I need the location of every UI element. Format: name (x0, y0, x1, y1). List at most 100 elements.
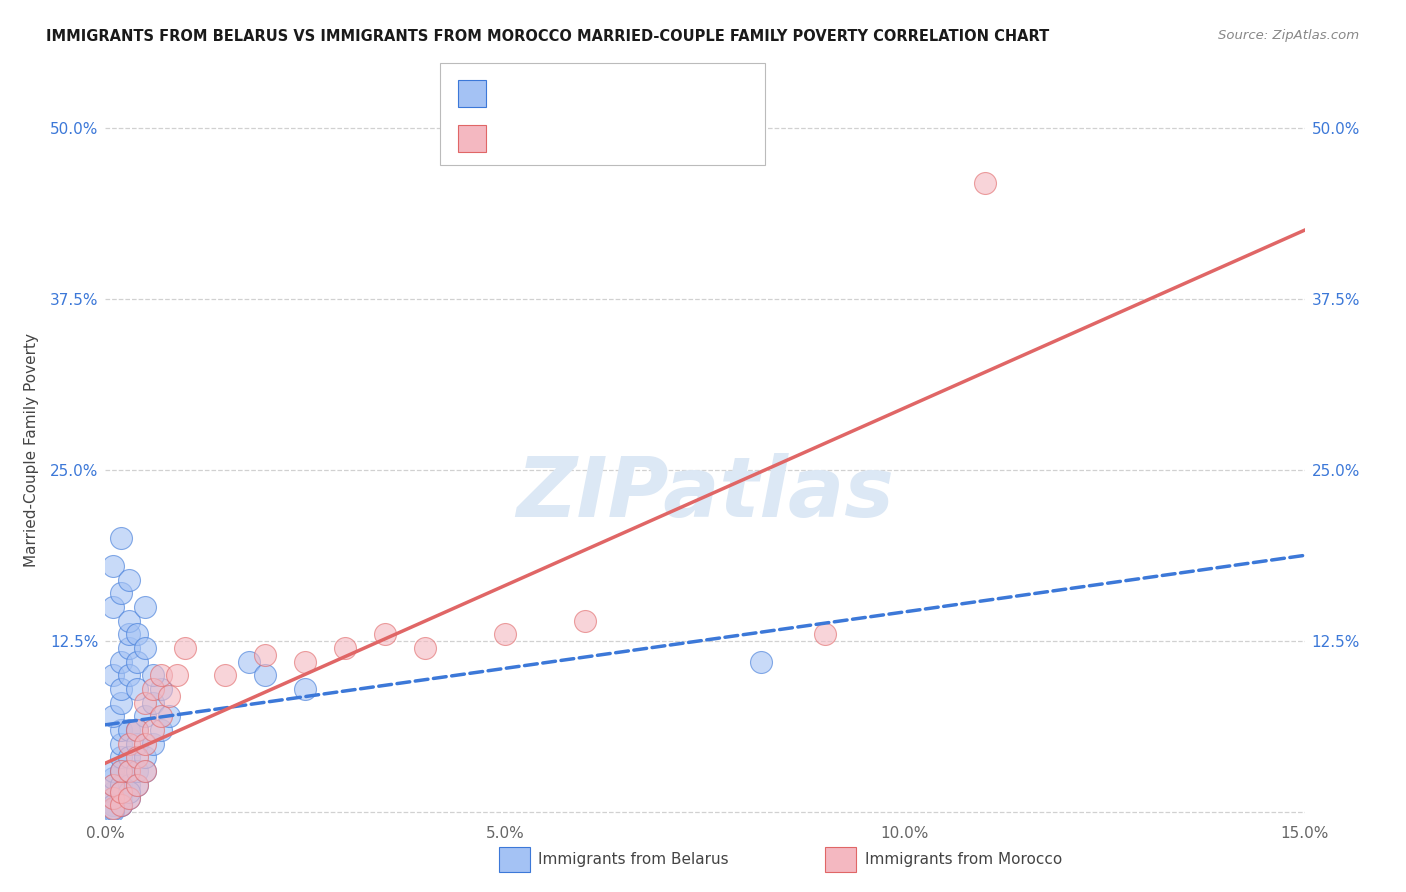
Point (110, 764, 132, 778)
Point (118, 778, 141, 792)
Y-axis label: Married-Couple Family Poverty: Married-Couple Family Poverty (24, 333, 39, 566)
Point (103, 798, 125, 813)
Point (110, 750, 132, 764)
Point (110, 778, 132, 792)
Point (574, 614, 596, 628)
Point (118, 723, 141, 737)
Point (110, 586, 132, 600)
Text: ZIPatlas: ZIPatlas (516, 453, 894, 534)
Point (134, 696, 156, 710)
Point (110, 723, 132, 737)
Point (103, 804, 125, 818)
Point (110, 784, 132, 798)
Point (118, 791, 141, 805)
Point (150, 709, 173, 723)
Point (134, 640, 156, 655)
Point (103, 558, 125, 573)
Point (110, 791, 132, 805)
Point (150, 668, 173, 682)
Point (142, 696, 165, 710)
Point (118, 784, 141, 798)
Point (127, 723, 149, 737)
Point (110, 696, 132, 710)
Text: Immigrants from Belarus: Immigrants from Belarus (538, 853, 730, 867)
Point (103, 668, 125, 682)
Point (110, 784, 132, 798)
Point (127, 764, 149, 778)
Point (150, 723, 173, 737)
Point (974, 176, 997, 190)
Point (103, 791, 125, 805)
Text: 60: 60 (634, 87, 655, 102)
Text: N =: N = (599, 132, 633, 146)
Text: Source: ZipAtlas.com: Source: ZipAtlas.com (1219, 29, 1360, 42)
Point (157, 709, 180, 723)
Point (127, 778, 149, 792)
Point (118, 627, 141, 641)
Point (110, 764, 132, 778)
Point (294, 681, 316, 696)
Text: 0.185: 0.185 (533, 87, 581, 102)
Point (110, 655, 132, 669)
Point (110, 798, 132, 813)
Point (134, 737, 156, 751)
Point (142, 681, 165, 696)
Point (103, 709, 125, 723)
Point (103, 778, 125, 792)
Point (494, 627, 516, 641)
Point (127, 778, 149, 792)
Point (127, 681, 149, 696)
Point (110, 532, 132, 546)
Point (214, 668, 236, 682)
Point (254, 668, 277, 682)
Point (254, 648, 277, 662)
Text: R =: R = (498, 132, 531, 146)
Point (118, 791, 141, 805)
Point (814, 627, 837, 641)
Point (118, 614, 141, 628)
Point (118, 737, 141, 751)
Point (134, 764, 156, 778)
Point (127, 627, 149, 641)
Point (157, 689, 180, 703)
Point (103, 801, 125, 815)
Point (134, 599, 156, 614)
Text: R =: R = (498, 87, 531, 102)
Text: Immigrants from Morocco: Immigrants from Morocco (865, 853, 1062, 867)
Point (335, 640, 357, 655)
Point (127, 723, 149, 737)
Point (118, 750, 141, 764)
Point (103, 764, 125, 778)
Point (110, 681, 132, 696)
Point (103, 791, 125, 805)
Point (374, 627, 396, 641)
Point (118, 668, 141, 682)
Point (238, 655, 260, 669)
Point (749, 655, 772, 669)
Text: 0.823: 0.823 (533, 132, 581, 146)
Point (166, 668, 188, 682)
Point (127, 737, 149, 751)
Point (134, 709, 156, 723)
Point (294, 655, 316, 669)
Point (118, 640, 141, 655)
Point (134, 764, 156, 778)
Text: N =: N = (599, 87, 633, 102)
Point (118, 573, 141, 587)
Point (127, 750, 149, 764)
Point (110, 798, 132, 813)
Point (413, 640, 436, 655)
Point (142, 723, 165, 737)
Point (150, 681, 173, 696)
Point (103, 599, 125, 614)
Text: IMMIGRANTS FROM BELARUS VS IMMIGRANTS FROM MOROCCO MARRIED-COUPLE FAMILY POVERTY: IMMIGRANTS FROM BELARUS VS IMMIGRANTS FR… (46, 29, 1050, 44)
Point (118, 764, 141, 778)
Point (103, 798, 125, 813)
Point (110, 737, 132, 751)
Point (174, 640, 197, 655)
Point (134, 750, 156, 764)
Point (103, 802, 125, 816)
Point (103, 784, 125, 798)
Point (142, 737, 165, 751)
Point (118, 764, 141, 778)
